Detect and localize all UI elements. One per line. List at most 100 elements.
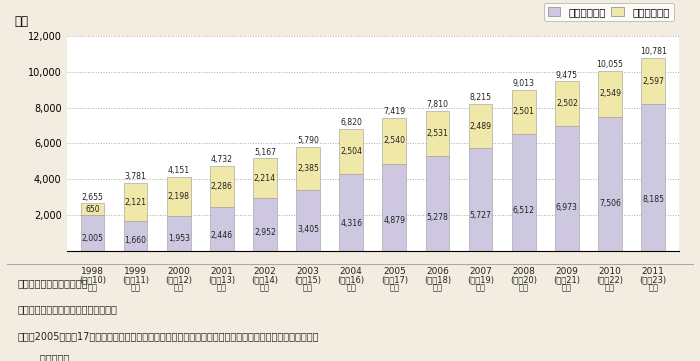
Text: (平成12): (平成12) bbox=[165, 275, 192, 284]
Text: 2,504: 2,504 bbox=[340, 147, 362, 156]
Text: 年度: 年度 bbox=[174, 283, 183, 292]
Bar bbox=[598, 71, 622, 117]
Text: (平成13): (平成13) bbox=[208, 275, 235, 284]
Text: (平成21): (平成21) bbox=[554, 275, 580, 284]
Text: 資料：文部科学省作成資料: 資料：文部科学省作成資料 bbox=[18, 278, 88, 288]
Bar bbox=[382, 164, 406, 251]
Text: 8,215: 8,215 bbox=[470, 93, 491, 102]
Text: (平成14): (平成14) bbox=[251, 275, 279, 284]
Text: 3,781: 3,781 bbox=[125, 173, 146, 182]
Text: 年度: 年度 bbox=[605, 283, 615, 292]
Bar bbox=[80, 203, 104, 215]
Text: 年度: 年度 bbox=[389, 283, 399, 292]
Text: 年度: 年度 bbox=[130, 283, 141, 292]
Text: 5,727: 5,727 bbox=[470, 210, 491, 219]
Text: (平成10): (平成10) bbox=[79, 275, 106, 284]
Text: 年度: 年度 bbox=[519, 283, 528, 292]
Bar bbox=[469, 104, 492, 148]
Bar bbox=[253, 158, 276, 198]
Text: 9,013: 9,013 bbox=[512, 79, 535, 88]
Text: 8,185: 8,185 bbox=[642, 195, 664, 204]
Text: 2,952: 2,952 bbox=[254, 228, 276, 237]
Text: 2,655: 2,655 bbox=[81, 192, 104, 201]
Text: 2,531: 2,531 bbox=[426, 129, 449, 138]
Bar bbox=[598, 117, 622, 251]
Text: 6,512: 6,512 bbox=[512, 206, 535, 214]
Text: (平成20): (平成20) bbox=[510, 275, 537, 284]
Text: 2,597: 2,597 bbox=[642, 77, 664, 86]
Bar bbox=[340, 129, 363, 174]
Text: 1998: 1998 bbox=[81, 267, 104, 276]
Text: 1999: 1999 bbox=[124, 267, 147, 276]
Text: 年度: 年度 bbox=[260, 283, 270, 292]
Text: 5,790: 5,790 bbox=[297, 136, 319, 145]
Bar bbox=[210, 166, 234, 207]
Bar bbox=[80, 215, 104, 251]
Bar bbox=[555, 126, 579, 251]
Text: 2,214: 2,214 bbox=[254, 174, 276, 183]
Bar bbox=[253, 198, 276, 251]
Text: 2000: 2000 bbox=[167, 267, 190, 276]
Text: (平成22): (平成22) bbox=[596, 275, 624, 284]
Text: いている。: いている。 bbox=[18, 353, 69, 361]
Text: 10,055: 10,055 bbox=[596, 60, 624, 69]
Text: (平成23): (平成23) bbox=[640, 275, 666, 284]
Bar bbox=[167, 177, 190, 216]
Text: (平成15): (平成15) bbox=[295, 275, 321, 284]
Bar bbox=[382, 118, 406, 164]
Bar bbox=[426, 156, 449, 251]
Text: 2007: 2007 bbox=[469, 267, 492, 276]
Text: 年度: 年度 bbox=[88, 283, 97, 292]
Text: 2,549: 2,549 bbox=[599, 89, 621, 98]
Text: 4,316: 4,316 bbox=[340, 219, 362, 229]
Bar bbox=[426, 111, 449, 156]
Text: 7,810: 7,810 bbox=[426, 100, 449, 109]
Text: 注２：2005（平成17）年度入学者から都道府県に移管している高等学校等奨学金事業については本表から除: 注２：2005（平成17）年度入学者から都道府県に移管している高等学校等奨学金事… bbox=[18, 331, 319, 341]
Bar bbox=[555, 81, 579, 126]
Text: 3,405: 3,405 bbox=[297, 225, 319, 234]
Text: 2,121: 2,121 bbox=[125, 198, 146, 207]
Text: 2,540: 2,540 bbox=[384, 136, 405, 145]
Text: 1,660: 1,660 bbox=[125, 236, 146, 245]
Text: 5,167: 5,167 bbox=[254, 148, 276, 157]
Text: 2,446: 2,446 bbox=[211, 231, 233, 240]
Text: 5,278: 5,278 bbox=[426, 213, 449, 222]
Bar bbox=[512, 134, 536, 251]
Text: 2,502: 2,502 bbox=[556, 99, 578, 108]
Text: (平成17): (平成17) bbox=[381, 275, 408, 284]
Text: 9,475: 9,475 bbox=[556, 70, 578, 79]
Bar bbox=[296, 190, 320, 251]
Bar bbox=[641, 58, 665, 104]
Text: 2010: 2010 bbox=[598, 267, 622, 276]
Text: 650: 650 bbox=[85, 205, 99, 214]
Bar bbox=[210, 207, 234, 251]
Text: 10,781: 10,781 bbox=[640, 47, 666, 56]
Text: (平成18): (平成18) bbox=[424, 275, 451, 284]
Legend: 有利子奨学金, 無利子奨学金: 有利子奨学金, 無利子奨学金 bbox=[544, 3, 674, 21]
Text: 億円: 億円 bbox=[15, 14, 29, 27]
Text: 年度: 年度 bbox=[562, 283, 572, 292]
Text: 2,385: 2,385 bbox=[297, 164, 319, 173]
Bar bbox=[469, 148, 492, 251]
Text: 年度: 年度 bbox=[648, 283, 658, 292]
Text: 7,506: 7,506 bbox=[599, 199, 621, 208]
Bar bbox=[167, 216, 190, 251]
Text: 2,489: 2,489 bbox=[470, 122, 491, 131]
Text: 2002: 2002 bbox=[253, 267, 276, 276]
Text: 2,198: 2,198 bbox=[167, 192, 190, 201]
Text: 1,953: 1,953 bbox=[167, 234, 190, 243]
Text: 2,501: 2,501 bbox=[512, 108, 535, 117]
Text: 2003: 2003 bbox=[297, 267, 319, 276]
Text: 年度: 年度 bbox=[433, 283, 442, 292]
Text: 注１：数値は当初予算ベースによる。: 注１：数値は当初予算ベースによる。 bbox=[18, 304, 118, 314]
Text: (平成16): (平成16) bbox=[337, 275, 365, 284]
Text: 4,732: 4,732 bbox=[211, 155, 233, 164]
Text: 7,419: 7,419 bbox=[384, 107, 405, 116]
Text: (平成11): (平成11) bbox=[122, 275, 149, 284]
Text: 4,879: 4,879 bbox=[384, 216, 405, 225]
Bar bbox=[124, 221, 148, 251]
Bar bbox=[124, 183, 148, 221]
Text: 6,820: 6,820 bbox=[340, 118, 362, 127]
Text: 2005: 2005 bbox=[383, 267, 406, 276]
Text: 年度: 年度 bbox=[346, 283, 356, 292]
